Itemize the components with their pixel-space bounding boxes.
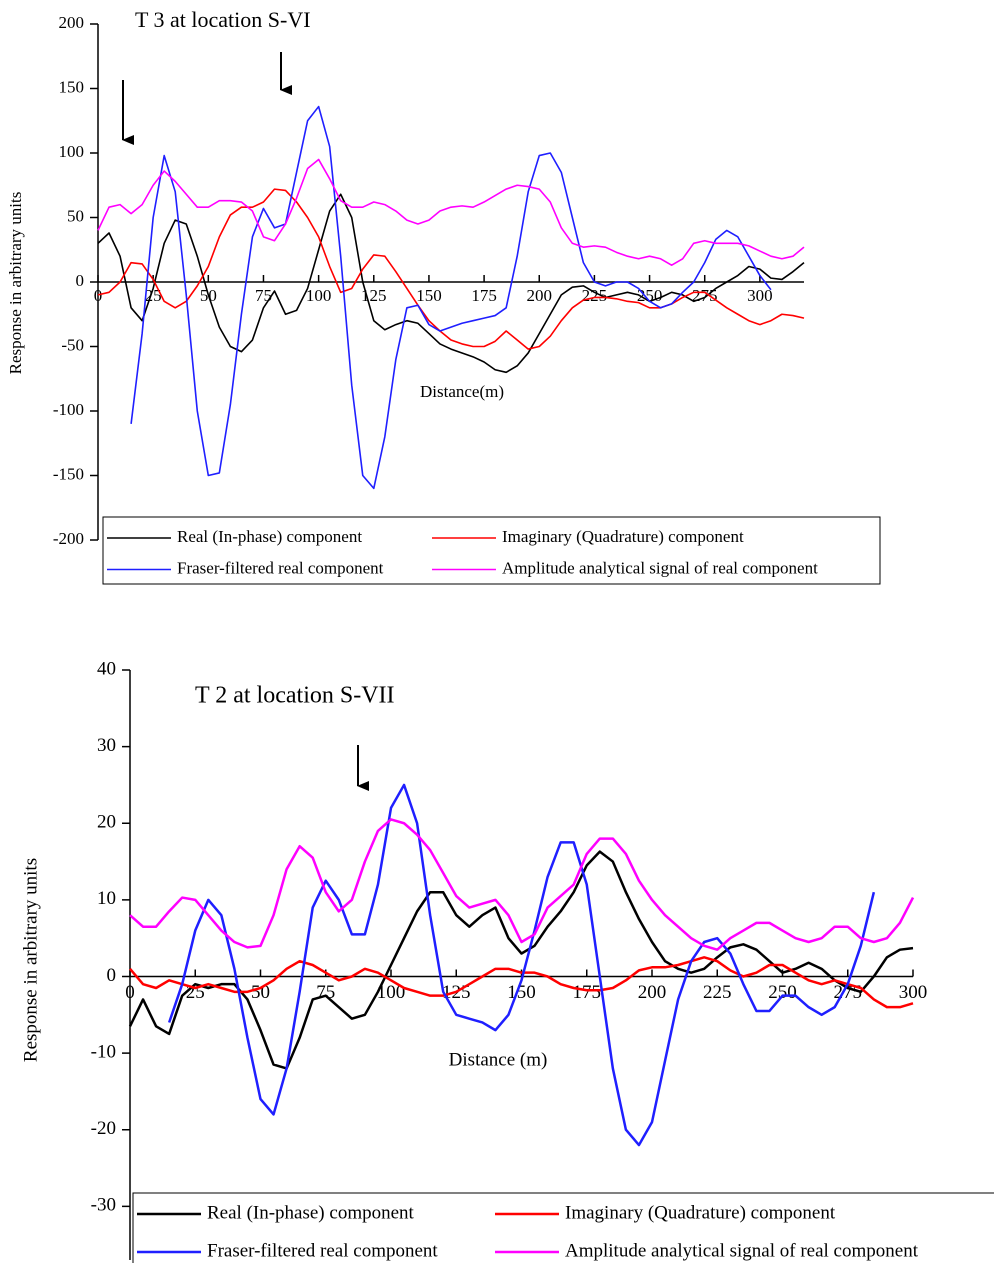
legend-label: Imaginary (Quadrature) component — [565, 1202, 836, 1223]
x-tick-label: 300 — [899, 982, 928, 1003]
x-tick-label: 225 — [703, 982, 732, 1003]
y-tick-label: -50 — [61, 335, 84, 354]
chart: T 3 at location S-VI Distance(m) Response … — [6, 7, 881, 585]
x-tick-label: 300 — [747, 286, 773, 305]
legend-label: Real (In-phase) component — [177, 527, 362, 546]
y-tick-label: 10 — [97, 888, 116, 909]
x-tick-label: 175 — [573, 982, 602, 1003]
x-tick-label: 100 — [306, 286, 332, 305]
y-tick-label: -150 — [53, 464, 84, 483]
y-tick-label: -200 — [53, 529, 84, 548]
y-tick-label: 0 — [76, 271, 85, 290]
y-tick-label: -100 — [53, 400, 84, 419]
y-tick-label: 100 — [59, 142, 85, 161]
legend-box — [102, 516, 881, 585]
y-tick-label: -20 — [91, 1118, 116, 1139]
x-axis-label: Distance(m) — [420, 382, 504, 401]
x-tick-label: 275 — [692, 286, 718, 305]
series-line — [128, 850, 914, 1070]
series-line — [129, 818, 915, 951]
chart: T 2 at location S-VII Distance (m) Respons… — [20, 658, 994, 1263]
chart-title: T 2 at location S-VII — [195, 683, 395, 709]
x-tick-label: 150 — [507, 982, 536, 1003]
legend-label: Amplitude analytical signal of real comp… — [502, 558, 818, 577]
x-axis-label: Distance (m) — [449, 1049, 548, 1070]
y-tick-label: 0 — [107, 965, 117, 986]
series-line — [97, 158, 805, 267]
legend-label: Fraser-filtered real component — [177, 558, 384, 577]
x-tick-label: 150 — [416, 286, 442, 305]
series-line — [97, 188, 805, 350]
series-line — [97, 193, 805, 374]
x-tick-label: 200 — [527, 286, 553, 305]
legend-label: Amplitude analytical signal of real comp… — [565, 1240, 919, 1261]
x-tick-label: 225 — [582, 286, 608, 305]
series-line — [130, 105, 772, 490]
y-tick-label: 30 — [97, 735, 116, 756]
y-tick-label: 40 — [97, 658, 116, 679]
legend-label: Real (In-phase) component — [207, 1202, 415, 1223]
x-tick-label: 175 — [471, 286, 497, 305]
y-axis-label: Response in arbitrary units — [6, 192, 25, 375]
legend-box — [132, 1192, 994, 1263]
y-tick-label: 50 — [67, 206, 84, 225]
y-tick-label: -10 — [91, 1041, 116, 1062]
series-line — [167, 783, 876, 1147]
chart-title: T 3 at location S-VI — [135, 7, 311, 32]
y-tick-label: 20 — [97, 812, 116, 833]
x-tick-label: 250 — [637, 286, 663, 305]
x-tick-label: 200 — [638, 982, 667, 1003]
x-tick-label: 75 — [255, 286, 272, 305]
x-tick-label: 50 — [251, 982, 270, 1003]
x-tick-label: 250 — [768, 982, 797, 1003]
legend-label: Imaginary (Quadrature) component — [502, 527, 744, 546]
x-tick-label: 100 — [377, 982, 406, 1003]
x-tick-label: 0 — [94, 286, 103, 305]
legend-label: Fraser-filtered real component — [207, 1240, 438, 1261]
y-tick-label: 150 — [59, 77, 85, 96]
x-tick-label: 75 — [316, 982, 335, 1003]
series-line — [129, 956, 914, 1009]
x-tick-label: 0 — [125, 982, 135, 1003]
y-tick-label: 200 — [59, 13, 85, 32]
y-tick-label: -30 — [91, 1195, 116, 1216]
y-axis-label: Response in arbitrary units — [20, 858, 41, 1062]
